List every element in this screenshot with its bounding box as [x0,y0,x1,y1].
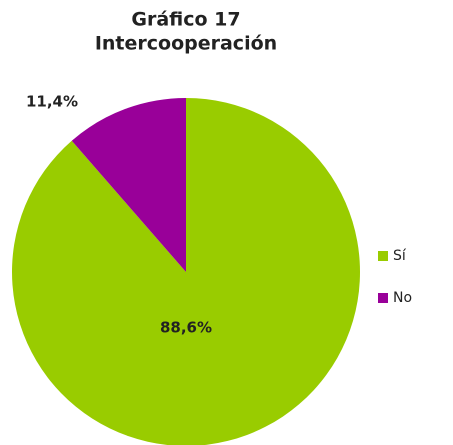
legend-swatch [378,251,388,261]
chart-subtitle: Intercooperación [95,33,277,55]
pie-slice [71,98,186,272]
legend-label: No [393,290,412,306]
pie-slice [12,98,360,445]
legend-swatch [378,293,388,303]
data-label: 11,4% [26,93,78,111]
legend-label: Sí [393,248,407,264]
data-label: 88,6% [160,319,212,337]
chart-title: Gráfico 17 [131,9,240,31]
